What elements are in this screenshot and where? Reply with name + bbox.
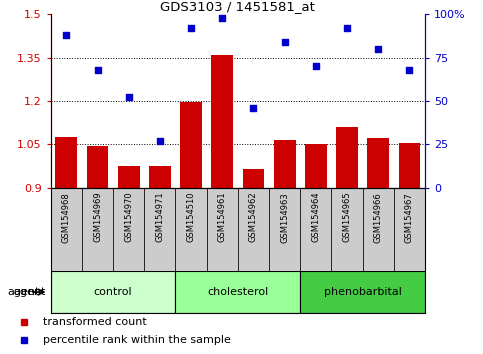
Bar	[274, 140, 296, 188]
Bar	[82, 188, 113, 271]
Text: GSM154968: GSM154968	[62, 192, 71, 242]
Text: GSM154965: GSM154965	[342, 192, 352, 242]
Point	[62, 32, 70, 38]
Bar	[398, 143, 420, 188]
Bar	[86, 146, 108, 188]
Bar	[242, 169, 264, 188]
Point	[374, 46, 382, 52]
Text: control: control	[94, 287, 132, 297]
Bar	[113, 188, 144, 271]
Point	[125, 95, 132, 100]
Bar	[363, 188, 394, 271]
Text: GSM154970: GSM154970	[124, 192, 133, 242]
Point	[312, 63, 320, 69]
Text: GSM154964: GSM154964	[312, 192, 320, 242]
Bar	[238, 188, 269, 271]
Text: cholesterol: cholesterol	[207, 287, 269, 297]
Point	[250, 105, 257, 111]
Bar	[331, 188, 363, 271]
Text: transformed count: transformed count	[43, 317, 146, 327]
Text: GSM154961: GSM154961	[218, 192, 227, 242]
Text: GSM154510: GSM154510	[186, 192, 196, 242]
Bar	[51, 188, 82, 271]
Title: GDS3103 / 1451581_at: GDS3103 / 1451581_at	[160, 0, 315, 13]
Text: GSM154969: GSM154969	[93, 192, 102, 242]
Text: GSM154963: GSM154963	[280, 192, 289, 242]
Bar	[144, 188, 175, 271]
Bar	[56, 137, 77, 188]
Bar	[394, 188, 425, 271]
Bar	[269, 188, 300, 271]
Bar	[305, 144, 327, 188]
Point	[406, 67, 413, 73]
Point	[343, 25, 351, 31]
Point	[187, 25, 195, 31]
Text: phenobarbital: phenobarbital	[324, 287, 401, 297]
Text: agent: agent	[7, 287, 40, 297]
Bar	[175, 188, 207, 271]
Bar	[336, 127, 358, 188]
Text: agent: agent	[14, 287, 46, 297]
Bar	[207, 188, 238, 271]
Bar	[149, 166, 171, 188]
Point	[94, 67, 101, 73]
Text: GSM154971: GSM154971	[156, 192, 164, 242]
Bar	[180, 102, 202, 188]
Bar	[300, 188, 331, 271]
Bar	[368, 138, 389, 188]
Text: GSM154962: GSM154962	[249, 192, 258, 242]
Text: GSM154966: GSM154966	[374, 192, 383, 242]
Point	[218, 15, 226, 21]
Bar	[300, 271, 425, 313]
Point	[281, 39, 288, 45]
Bar	[118, 166, 140, 188]
Bar	[175, 271, 300, 313]
Bar	[51, 271, 175, 313]
Text: GSM154967: GSM154967	[405, 192, 414, 242]
Bar	[212, 55, 233, 188]
Point	[156, 138, 164, 144]
Text: percentile rank within the sample: percentile rank within the sample	[43, 335, 231, 345]
